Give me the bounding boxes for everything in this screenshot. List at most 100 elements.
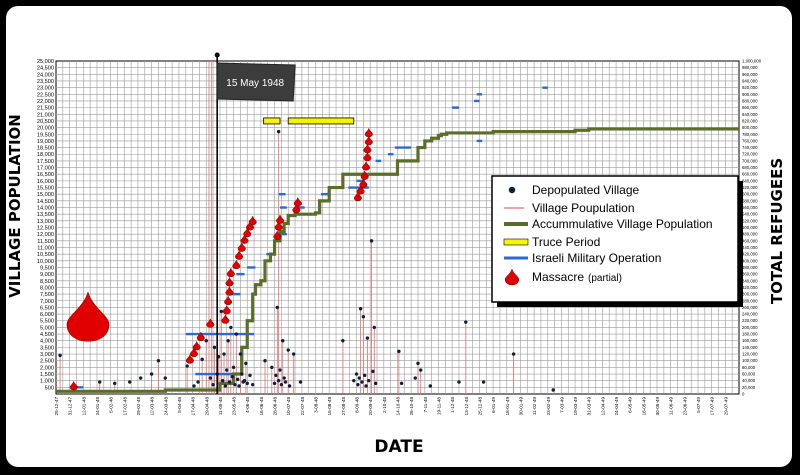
massacre-marker (363, 151, 372, 162)
depopulated-village-dot (356, 382, 360, 387)
depopulated-village-dot (457, 380, 461, 384)
depopulated-village-dot (283, 380, 288, 384)
depopulated-village-dot (428, 384, 432, 388)
y-tick-left: 12,500 (37, 226, 54, 232)
y-tick-right: 220,000 (742, 318, 758, 323)
y-tick-right: 20,000 (742, 385, 756, 390)
massacre-marker (196, 331, 205, 342)
legend-truce-icon (503, 238, 529, 246)
banner-flag-shape (216, 62, 296, 102)
depopulated-village-dot (245, 381, 249, 386)
y-tick-right: 880,000 (742, 98, 758, 103)
massacre-marker (237, 241, 246, 252)
y-tick-right: 640,000 (742, 178, 758, 183)
massacre-marker (225, 276, 234, 287)
y-tick-right: 720,000 (742, 152, 758, 157)
refugee-chart: 5001,0001,5002,0002,5003,0003,5004,0004,… (6, 52, 786, 457)
y-tick-right: 920,000 (742, 85, 758, 90)
y-tick-left: 22,500 (37, 92, 54, 98)
x-tick: 24-01-48 (95, 397, 100, 416)
depopulated-village-dot (481, 380, 486, 384)
y-tick-left: 19,500 (37, 132, 54, 138)
depopulated-village-dot (163, 376, 167, 380)
depopulated-village-dot (200, 357, 204, 362)
depopulated-village-dot (397, 349, 401, 354)
massacre-marker (273, 229, 282, 240)
y-tick-right: 820,000 (742, 118, 758, 123)
y-tick-left: 3,500 (40, 345, 54, 351)
y-tick-right: 960,000 (742, 72, 758, 77)
depopulated-village-dot (373, 381, 378, 386)
legend-label: Massacre (532, 270, 584, 284)
x-tick: 14-10-48 (396, 397, 401, 416)
depopulated-village-dot (278, 368, 282, 372)
legend-label: Truce Period (532, 235, 600, 249)
massacre-marker (246, 220, 254, 231)
x-tick: 30-01-49 (518, 397, 523, 416)
massacre-marker (206, 317, 215, 328)
accumulative-series (56, 127, 739, 393)
depopulated-village-dot (282, 376, 286, 380)
depopulated-village-dot (354, 372, 359, 376)
massacre-large-icon (66, 291, 110, 342)
depopulated-village-dot (279, 382, 284, 387)
x-tick: 25-12-48 (477, 397, 482, 416)
y-tick-right: 980,000 (742, 65, 758, 70)
depopulated-village-dot (223, 384, 228, 388)
y-axis-label-right: TOTAL REFUGEES (768, 158, 786, 304)
x-tick: 25-12-47 (54, 397, 59, 416)
x-tick: 5-02-48 (109, 397, 114, 413)
depopulated-village-dot (98, 380, 102, 384)
y-tick-right: 440,000 (742, 245, 758, 250)
x-tick: 31-12-47 (68, 397, 73, 416)
depopulated-village-dot (263, 359, 267, 363)
y-tick-left: 11,000 (37, 245, 54, 251)
massacre-marker (226, 267, 235, 278)
x-tick: 19-03-49 (573, 397, 578, 416)
depopulated-village-dot (365, 336, 370, 340)
y-tick-right: 860,000 (742, 105, 758, 110)
y-tick-left: 15,500 (37, 186, 54, 192)
y-tick-left: 2,500 (40, 359, 54, 365)
depopulated-village-dot (551, 388, 555, 392)
massacre-marker (292, 203, 301, 214)
depopulated-village-dot (361, 315, 366, 319)
banner-label: 15 May 1948 (226, 78, 284, 89)
depopulated-village-dot (156, 359, 161, 363)
depopulated-village-dot (281, 339, 285, 343)
y-tick-right: 900,000 (742, 92, 758, 97)
massacre-marker (364, 127, 373, 138)
depopulated-village-dot (357, 376, 361, 380)
y-tick-left: 12,000 (37, 232, 54, 238)
legend-label: Village Poupulation (532, 201, 635, 215)
y-tick-left: 9,000 (40, 272, 54, 278)
y-tick-right: 600,000 (742, 192, 758, 197)
x-tick: 28-06-48 (273, 397, 278, 416)
massacre-marker (353, 191, 362, 202)
depopulated-village-dot (251, 382, 255, 387)
depopulated-village-dot (399, 381, 404, 386)
x-tick: 20-09-48 (368, 397, 373, 416)
y-tick-right: 40,000 (742, 378, 756, 383)
depopulated-village-dot (276, 378, 281, 383)
y-tick-right: 360,000 (742, 272, 758, 277)
massacre-marker (221, 313, 230, 324)
legend-label: Israeli Military Operation (532, 251, 661, 265)
x-tick: 2-10-48 (382, 397, 387, 413)
y-tick-right: 620,000 (742, 185, 758, 190)
legend-label: Accummulative Village Population (532, 217, 713, 231)
massacre-markers (69, 127, 373, 391)
depopulated-village-dot (149, 372, 154, 376)
x-tick: 17-04-48 (191, 397, 196, 416)
y-tick-right: 340,000 (742, 278, 758, 283)
truce-period-bar (287, 117, 355, 125)
depopulated-village-dot (235, 377, 240, 382)
y-tick-right: 680,000 (742, 165, 758, 170)
x-tick: 17-02-48 (122, 397, 127, 416)
massacre-marker (192, 340, 201, 351)
y-tick-right: 80,000 (742, 365, 756, 370)
x-tick: 22-07-48 (300, 397, 305, 416)
banner-flag: 15 May 1948 (214, 52, 296, 394)
chart-frame: 500 1,000 1,500 2,000 2,500 3,000 3,500 4,000 4,… (6, 6, 792, 467)
depopulated-village-dot (371, 369, 375, 374)
